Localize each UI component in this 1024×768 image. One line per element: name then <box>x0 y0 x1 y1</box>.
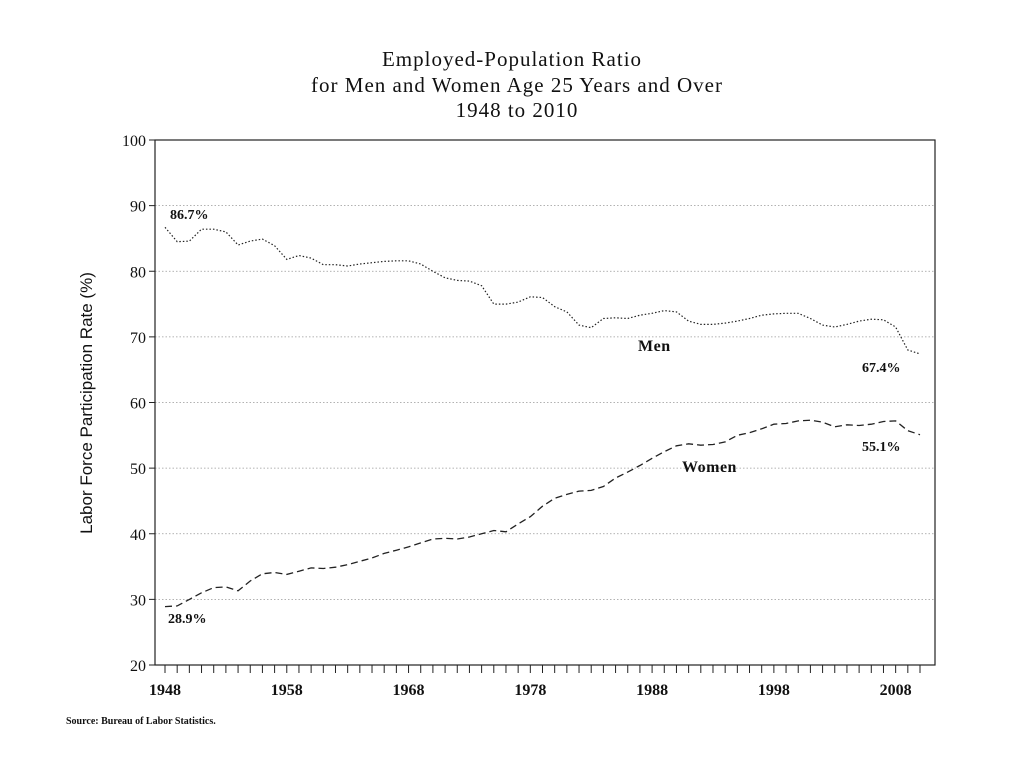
x-tick-label-1998: 1998 <box>758 682 790 699</box>
gridlines <box>155 205 935 600</box>
x-tick-label-1988: 1988 <box>636 682 668 699</box>
y-tick-label-30: 30 <box>130 592 146 609</box>
x-axis: 1948 1958 1968 1978 1988 1998 2008 <box>149 665 921 699</box>
x-tick-label-2008: 2008 <box>880 682 912 699</box>
y-tick-label-40: 40 <box>130 527 146 544</box>
men-start-label: 86.7% <box>170 208 209 223</box>
women-start-label: 28.9% <box>168 612 207 627</box>
chart-title: Employed-Population Ratio for Men and Wo… <box>311 47 723 122</box>
women-series-line <box>164 419 921 608</box>
men-end-label: 67.4% <box>862 361 901 376</box>
y-tick-label-70: 70 <box>130 330 146 347</box>
y-axis: 20 30 40 50 60 70 80 90 100 <box>122 133 155 675</box>
women-series-label: Women <box>682 459 737 476</box>
men-series-label: Men <box>638 338 671 355</box>
x-tick-label-1958: 1958 <box>271 682 303 699</box>
x-tick-label-1948: 1948 <box>149 682 181 699</box>
chart-title-line-2: for Men and Women Age 25 Years and Over <box>311 73 723 97</box>
y-tick-label-60: 60 <box>130 396 146 413</box>
women-end-label: 55.1% <box>862 440 901 455</box>
men-series-line <box>164 226 921 355</box>
y-tick-label-100: 100 <box>122 133 146 150</box>
y-tick-label-50: 50 <box>130 461 146 478</box>
y-tick-label-20: 20 <box>130 658 146 675</box>
chart-title-line-3: 1948 to 2010 <box>456 98 579 122</box>
series-lines <box>164 226 921 608</box>
x-tick-label-1978: 1978 <box>514 682 546 699</box>
y-axis-label: Labor Force Participation Rate (%) <box>77 272 96 534</box>
y-tick-label-90: 90 <box>130 199 146 216</box>
chart-title-line-1: Employed-Population Ratio <box>382 47 642 71</box>
x-tick-label-1968: 1968 <box>393 682 425 699</box>
y-tick-label-80: 80 <box>130 264 146 281</box>
source-note: Source: Bureau of Labor Statistics. <box>66 716 216 727</box>
